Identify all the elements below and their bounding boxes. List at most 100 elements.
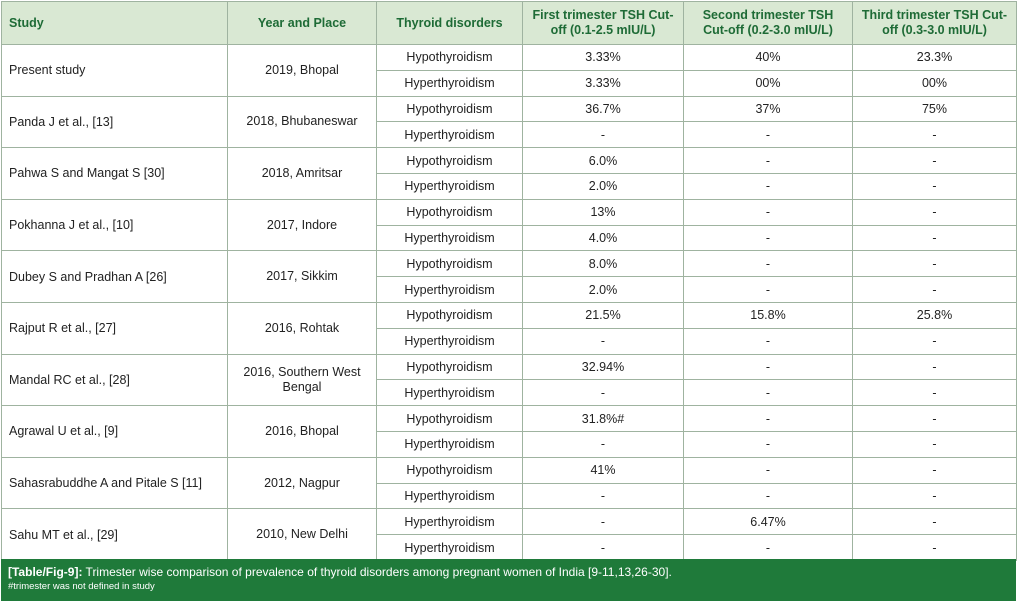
- third-trimester-cell: -: [852, 198, 1017, 226]
- third-trimester-cell: -: [852, 405, 1017, 432]
- second-trimester-cell: -: [683, 224, 853, 252]
- third-trimester-cell: -: [852, 276, 1017, 303]
- third-trimester-cell: -: [852, 353, 1017, 381]
- second-trimester-cell: -: [683, 250, 853, 278]
- thyroid-disorder-cell: Hyperthyroidism: [376, 430, 523, 458]
- third-trimester-cell: -: [852, 379, 1017, 407]
- header-year-place: Year and Place: [227, 1, 377, 45]
- second-trimester-cell: -: [683, 430, 853, 458]
- third-trimester-cell: -: [852, 534, 1017, 561]
- first-trimester-cell: 2.0%: [522, 276, 684, 303]
- third-trimester-cell: 25.8%: [852, 301, 1017, 329]
- second-trimester-cell: 37%: [683, 95, 853, 123]
- study-cell: Pahwa S and Mangat S [30]: [1, 147, 228, 200]
- thyroid-disorder-cell: Hypothyroidism: [376, 301, 523, 329]
- thyroid-disorder-cell: Hyperthyroidism: [376, 121, 523, 149]
- figure-caption: [Table/Fig-9]: Trimester wise comparison…: [1, 559, 1016, 601]
- thyroid-disorder-cell: Hypothyroidism: [376, 456, 523, 484]
- table-row: Pahwa S and Mangat S [30] 2018, Amritsar H…: [1, 147, 1017, 200]
- second-trimester-cell: -: [683, 198, 853, 226]
- table-row: Hyperthyroidism - - -: [2, 121, 1017, 149]
- first-trimester-cell: 3.33%: [522, 69, 684, 97]
- table-row: Hyperthyroidism 3.33% 00% 00%: [2, 69, 1017, 97]
- thyroid-disorder-cell: Hyperthyroidism: [376, 379, 523, 407]
- first-trimester-cell: 13%: [522, 198, 684, 226]
- thyroid-disorder-cell: Hyperthyroidism: [376, 327, 523, 355]
- second-trimester-cell: -: [683, 276, 853, 303]
- third-trimester-cell: -: [852, 508, 1017, 536]
- study-cell: Pokhanna J et al., [10]: [1, 198, 228, 252]
- header-study: Study: [1, 1, 228, 45]
- third-trimester-cell: -: [852, 456, 1017, 484]
- first-trimester-cell: -: [522, 508, 684, 536]
- third-trimester-cell: -: [852, 327, 1017, 355]
- first-trimester-cell: -: [522, 121, 684, 149]
- study-cell: Sahasrabuddhe A and Pitale S [11]: [1, 456, 228, 510]
- table-row: Sahasrabuddhe A and Pitale S [11] 2012, N…: [1, 456, 1017, 510]
- table-row: Hyperthyroidism - - -: [2, 379, 1017, 407]
- first-trimester-cell: 3.33%: [522, 44, 684, 71]
- header-third-trimester: Third trimester TSH Cut-off (0.3-3.0 mIU…: [852, 1, 1017, 45]
- third-trimester-cell: -: [852, 250, 1017, 278]
- thyroid-disorder-cell: Hypothyroidism: [376, 198, 523, 226]
- third-trimester-cell: -: [852, 224, 1017, 252]
- year-place-cell: 2016, Rohtak: [227, 301, 377, 355]
- first-trimester-cell: -: [522, 327, 684, 355]
- thyroid-disorder-cell: Hyperthyroidism: [376, 482, 523, 510]
- first-trimester-cell: 21.5%: [522, 301, 684, 329]
- year-place-cell: 2016, Southern West Bengal: [227, 353, 377, 407]
- study-cell: Dubey S and Pradhan A [26]: [1, 250, 228, 303]
- caption-line: [Table/Fig-9]: Trimester wise comparison…: [8, 565, 1009, 580]
- second-trimester-cell: 00%: [683, 69, 853, 97]
- thyroid-disorder-cell: Hypothyroidism: [376, 44, 523, 71]
- study-cell: Agrawal U et al., [9]: [1, 405, 228, 458]
- year-place-cell: 2017, Sikkim: [227, 250, 377, 303]
- table-row: Agrawal U et al., [9] 2016, Bhopal Hypothy…: [1, 405, 1017, 458]
- second-trimester-cell: 40%: [683, 44, 853, 71]
- caption-footnote: #trimester was not defined in study: [8, 581, 155, 592]
- second-trimester-cell: -: [683, 379, 853, 407]
- thyroid-disorder-cell: Hyperthyroidism: [376, 534, 523, 561]
- year-place-cell: 2016, Bhopal: [227, 405, 377, 458]
- first-trimester-cell: 6.0%: [522, 147, 684, 174]
- header-thyroid-disorders: Thyroid disorders: [376, 1, 523, 45]
- second-trimester-cell: -: [683, 147, 853, 174]
- second-trimester-cell: -: [683, 172, 853, 200]
- table-row: Hyperthyroidism - - -: [2, 430, 1017, 458]
- second-trimester-cell: -: [683, 534, 853, 561]
- year-place-cell: 2017, Indore: [227, 198, 377, 252]
- table-row: Dubey S and Pradhan A [26] 2017, Sikkim Hy…: [1, 250, 1017, 303]
- second-trimester-cell: -: [683, 482, 853, 510]
- first-trimester-cell: 2.0%: [522, 172, 684, 200]
- study-cell: Present study: [1, 44, 228, 97]
- first-trimester-cell: 36.7%: [522, 95, 684, 123]
- caption-text: Trimester wise comparison of prevalence …: [82, 565, 672, 579]
- study-cell: Panda J et al., [13]: [1, 95, 228, 149]
- thyroid-disorder-cell: Hypothyroidism: [376, 250, 523, 278]
- third-trimester-cell: -: [852, 430, 1017, 458]
- study-cell: Sahu MT et al., [29]: [1, 508, 228, 561]
- caption-label: [Table/Fig-9]:: [8, 565, 83, 579]
- thyroid-disorder-cell: Hyperthyroidism: [376, 508, 523, 536]
- second-trimester-cell: -: [683, 456, 853, 484]
- thyroid-disorder-cell: Hyperthyroidism: [376, 224, 523, 252]
- thyroid-disorder-cell: Hyperthyroidism: [376, 69, 523, 97]
- study-cell: Mandal RC et al., [28]: [1, 353, 228, 407]
- first-trimester-cell: -: [522, 379, 684, 407]
- table-row: Mandal RC et al., [28] 2016, Southern Wes…: [1, 353, 1017, 407]
- year-place-cell: 2010, New Delhi: [227, 508, 377, 561]
- third-trimester-cell: 23.3%: [852, 44, 1017, 71]
- table-header-row: Study Year and Place Thyroid disorders F…: [1, 1, 1017, 45]
- second-trimester-cell: -: [683, 405, 853, 432]
- first-trimester-cell: 4.0%: [522, 224, 684, 252]
- first-trimester-cell: 8.0%: [522, 250, 684, 278]
- first-trimester-cell: -: [522, 482, 684, 510]
- first-trimester-cell: 32.94%: [522, 353, 684, 381]
- first-trimester-cell: -: [522, 534, 684, 561]
- year-place-cell: 2019, Bhopal: [227, 44, 377, 97]
- table-body: Present study 2019, Bhopal Hypothyroidism 3…: [1, 44, 1017, 561]
- table-row: Present study 2019, Bhopal Hypothyroidism 3…: [1, 44, 1017, 97]
- thyroid-disorder-cell: Hypothyroidism: [376, 147, 523, 174]
- thyroid-disorder-cell: Hyperthyroidism: [376, 172, 523, 200]
